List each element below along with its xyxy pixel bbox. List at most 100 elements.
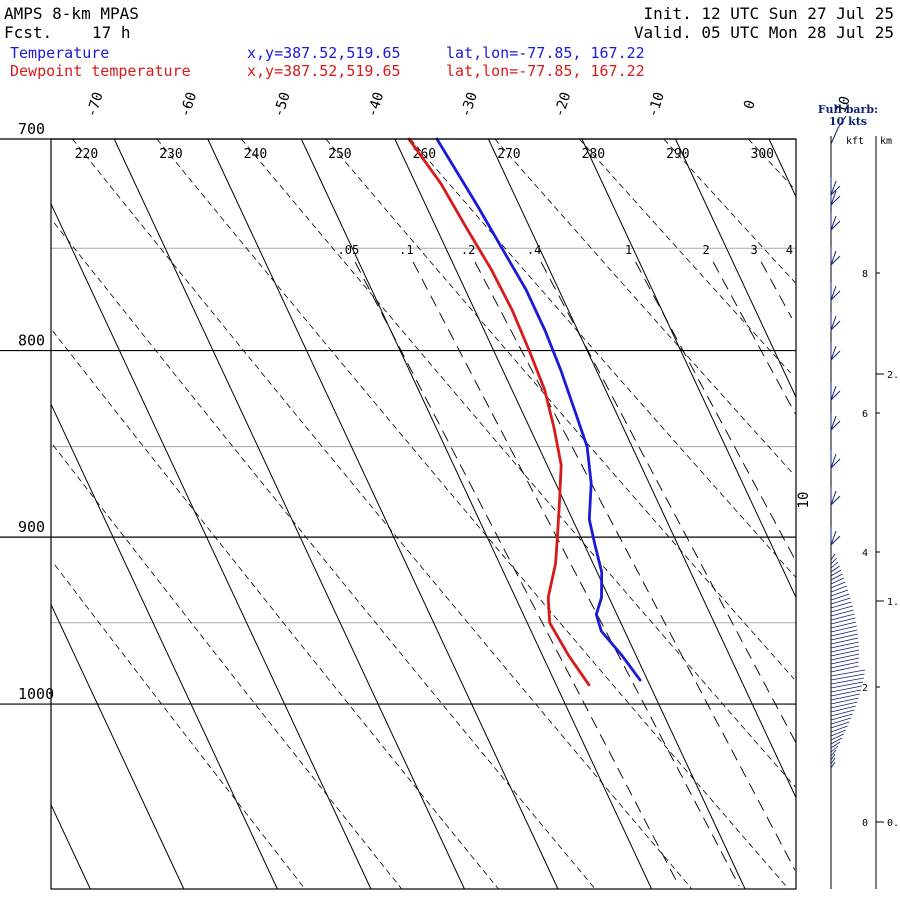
temperature-tick-label: -50 — [271, 90, 294, 119]
wind-barb — [830, 729, 846, 737]
wind-barb — [830, 617, 856, 625]
mixing-ratio-label: 1 — [625, 243, 632, 257]
wind-barb — [830, 657, 860, 665]
pressure-tick-label: 700 — [18, 120, 45, 138]
wind-barb — [830, 621, 857, 629]
kft-tick-label: 2 — [862, 683, 868, 694]
dry-adiabat — [156, 138, 789, 890]
dry-adiabat — [494, 138, 795, 476]
wind-barb — [830, 565, 840, 573]
mixing-ratio-line — [474, 261, 796, 871]
wind-barb — [830, 721, 850, 729]
temperature-trace — [435, 137, 642, 682]
header-fcst-value: 17 h — [92, 23, 131, 42]
wind-barb — [830, 597, 851, 605]
temperature-tick-label: -60 — [177, 90, 200, 119]
wind-barb — [830, 282, 841, 301]
wind-barb — [830, 212, 841, 231]
isotherm-line — [394, 138, 746, 890]
dry-adiabat — [663, 138, 796, 284]
isotherm-line — [50, 404, 278, 890]
legend-dewpoint-latlon: lat,lon=-77.85, 167.22 — [446, 62, 645, 80]
legend-temperature-xy: x,y=387.52,519.65 — [247, 44, 401, 62]
plot-frame — [50, 138, 797, 890]
dry-adiabat-lines — [52, 138, 796, 890]
mixing-ratio-label: .05 — [338, 243, 360, 257]
wind-barb — [830, 625, 857, 633]
isotherm-line — [50, 804, 91, 890]
theta-label: 230 — [159, 147, 182, 162]
wind-barb — [830, 450, 841, 469]
unit-km: km — [880, 136, 892, 147]
wind-barb — [830, 677, 864, 685]
legend-dewpoint-xy: x,y=387.52,519.65 — [247, 62, 401, 80]
wind-barb — [830, 412, 841, 431]
isotherm-lines — [50, 138, 797, 890]
temperature-tick-label: -40 — [364, 90, 387, 119]
isotherm-line — [300, 138, 653, 890]
dry-adiabat — [52, 444, 403, 890]
header-fcst-label: Fcst. — [4, 23, 52, 42]
isotherm-line — [207, 138, 559, 890]
wind-barb — [830, 577, 845, 585]
wind-barb — [830, 641, 859, 649]
wind-barb — [830, 633, 859, 641]
mixing-ratio-label: .4 — [527, 243, 541, 257]
wind-barb — [830, 653, 860, 661]
wind-barb — [830, 649, 860, 657]
wind-barb — [830, 753, 836, 761]
wind-barb — [830, 693, 860, 701]
dewpoint-trace — [407, 137, 591, 687]
isotherm-line — [50, 604, 185, 890]
temperature-tick-label: -10 — [645, 90, 668, 119]
wind-barb — [830, 637, 859, 645]
wind-barb — [830, 681, 864, 689]
temperature-tick-label: -20 — [551, 90, 574, 119]
wind-barb — [830, 605, 853, 613]
wind-barb — [830, 661, 859, 669]
sounding-series — [407, 137, 642, 687]
isotherm-line — [675, 138, 797, 398]
wind-barb — [830, 569, 842, 577]
legend-dewpoint: Dewpoint temperature — [10, 62, 191, 80]
wind-barb-panel: Full barb: 10 kts kft km 0 2 4 6 8 0. 1. 2. — [818, 103, 899, 889]
dry-adiabat — [54, 564, 306, 890]
theta-label: 280 — [582, 147, 605, 162]
kft-tick-label: 6 — [862, 409, 868, 420]
wind-barb — [830, 593, 850, 601]
mixing-ratio-line — [712, 261, 796, 415]
mixing-ratio-line — [760, 261, 793, 319]
isotherm-line — [113, 138, 465, 890]
mixing-ratio-label: 3 — [751, 243, 758, 257]
wind-barb — [830, 312, 841, 331]
km-tick-label: 2. — [887, 370, 899, 381]
mixing-ratio-line — [540, 261, 796, 743]
kft-tick-label: 4 — [862, 548, 868, 559]
pressure-tick-label: 1000 — [18, 685, 54, 703]
barb-key-symbol — [830, 115, 847, 145]
wind-barb — [830, 557, 837, 565]
wind-barb — [830, 561, 839, 569]
wind-barb — [830, 665, 859, 673]
dry-adiabat — [579, 138, 791, 374]
temperature-tick-label: 10 — [796, 492, 812, 509]
wind-barb — [830, 697, 859, 705]
mixing-ratio-line — [354, 261, 680, 887]
wind-barb — [830, 741, 841, 749]
barb-key-label: Full barb: — [818, 103, 878, 116]
wind-barb — [830, 573, 843, 581]
barb-key-value: 10 kts — [829, 115, 867, 128]
pressure-tick-label: 800 — [18, 332, 45, 350]
wind-barb — [830, 601, 852, 609]
wind-barb — [830, 733, 845, 741]
wind-barb — [830, 247, 841, 266]
wind-barb — [830, 737, 843, 745]
wind-barb — [830, 342, 841, 361]
isotherm-line — [768, 138, 797, 198]
header-init: Init. 12 UTC Sun 27 Jul 25 — [644, 4, 894, 23]
legend-temperature-latlon: lat,lon=-77.85, 167.22 — [446, 44, 645, 62]
wind-barb — [830, 629, 858, 637]
wind-barb — [830, 749, 837, 757]
